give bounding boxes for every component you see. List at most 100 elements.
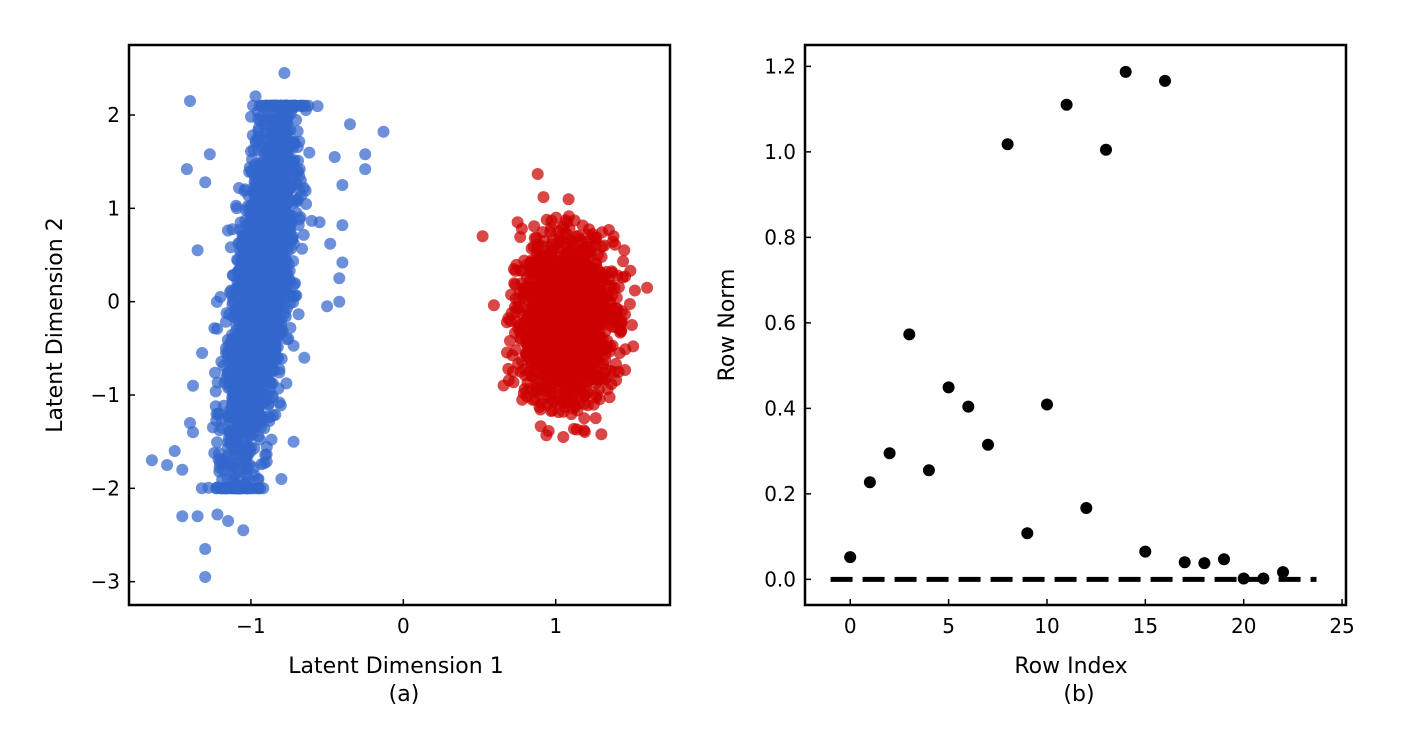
latent-point: [543, 372, 555, 385]
panel-a-caption: (a): [389, 682, 420, 707]
panel-0-x-tick-label: 1: [549, 614, 562, 638]
latent-point: [284, 242, 297, 255]
latent-point: [290, 289, 303, 302]
latent-point: [298, 351, 311, 364]
panel-a-x-ticks: −1 0 1: [236, 599, 562, 638]
latent-point: [595, 428, 608, 441]
latent-point: [233, 416, 246, 428]
latent-point: [607, 230, 620, 243]
latent-point: [520, 348, 533, 361]
row-norm-point: [1257, 572, 1270, 585]
latent-point: [279, 231, 292, 244]
latent-point: [533, 401, 546, 413]
latent-point: [565, 349, 578, 362]
panel-1-y-tick-label: 0.4: [764, 396, 796, 420]
latent-point: [257, 208, 270, 221]
latent-point: [565, 307, 577, 319]
latent-point: [176, 510, 189, 523]
latent-point: [221, 472, 234, 485]
latent-point: [238, 184, 251, 197]
panel-a-frame: [127, 43, 672, 607]
latent-point: [509, 344, 522, 357]
latent-point: [260, 455, 273, 468]
latent-point: [249, 349, 261, 362]
latent-point: [252, 473, 265, 485]
latent-point: [568, 422, 580, 435]
latent-point: [568, 384, 581, 397]
latent-point: [211, 376, 224, 389]
latent-point: [303, 146, 316, 159]
latent-point: [237, 313, 250, 326]
latent-point: [581, 323, 594, 335]
latent-point: [279, 183, 292, 196]
latent-point: [278, 67, 291, 79]
latent-point: [548, 396, 561, 409]
latent-point: [263, 154, 276, 166]
latent-point: [180, 163, 193, 176]
latent-point: [573, 233, 586, 246]
latent-point: [221, 224, 234, 237]
latent-point: [235, 403, 248, 415]
latent-point: [516, 393, 529, 406]
row-norm-points-layer: [844, 65, 1289, 585]
latent-point: [250, 273, 263, 286]
latent-point: [247, 255, 260, 268]
latent-point: [591, 309, 604, 322]
latent-point: [536, 326, 548, 339]
panel-1-x-tick-label: 10: [1034, 614, 1059, 638]
latent-point: [511, 216, 524, 229]
latent-point: [528, 220, 541, 233]
latent-point: [187, 379, 199, 392]
latent-point: [199, 571, 212, 583]
latent-point: [613, 347, 626, 359]
row-norm-point: [1178, 556, 1191, 569]
latent-point: [263, 281, 276, 294]
latent-point: [256, 185, 269, 198]
panel-b-y-ticks: 0.00.20.40.60.81.01.2: [764, 54, 811, 591]
latent-point: [321, 300, 334, 313]
row-norm-point: [1198, 557, 1211, 570]
latent-point: [476, 230, 489, 243]
latent-point: [618, 244, 631, 257]
latent-point: [224, 410, 237, 423]
latent-point: [589, 233, 602, 246]
latent-point: [581, 300, 593, 313]
latent-point: [590, 271, 603, 284]
latent-point: [579, 389, 592, 402]
latent-point: [518, 363, 531, 376]
panel-0-x-tick-label: 0: [397, 614, 410, 638]
latent-point: [568, 269, 581, 282]
latent-point: [628, 284, 641, 297]
latent-point: [222, 436, 235, 449]
latent-point: [281, 197, 294, 210]
latent-point: [266, 237, 278, 249]
latent-point: [195, 482, 208, 495]
panel-0-y-tick-label: 1: [107, 196, 120, 220]
panel-0-x-tick-label: −1: [236, 614, 265, 638]
latent-point: [184, 95, 196, 107]
latent-point: [324, 237, 337, 250]
latent-point: [487, 299, 500, 312]
latent-point: [600, 363, 613, 376]
latent-point: [252, 430, 265, 443]
panel-1-x-tick-label: 20: [1231, 614, 1256, 638]
panel-1-x-tick-label: 15: [1133, 614, 1158, 638]
panel-1-y-tick-label: 0.0: [764, 567, 796, 591]
latent-point: [336, 219, 349, 232]
series-1-points: [476, 168, 654, 443]
latent-point: [609, 357, 622, 370]
latent-point: [540, 213, 553, 226]
latent-point: [540, 255, 553, 268]
latent-point: [548, 340, 561, 353]
latent-point: [275, 270, 288, 282]
latent-point: [507, 376, 520, 389]
latent-point: [199, 543, 212, 555]
latent-point: [344, 118, 356, 131]
panel-1-x-tick-label: 0: [844, 614, 857, 638]
latent-point: [547, 362, 560, 375]
latent-point: [578, 426, 591, 438]
row-norm-point: [883, 447, 896, 460]
latent-point: [608, 316, 621, 329]
latent-point: [199, 176, 212, 189]
latent-point: [625, 319, 638, 331]
